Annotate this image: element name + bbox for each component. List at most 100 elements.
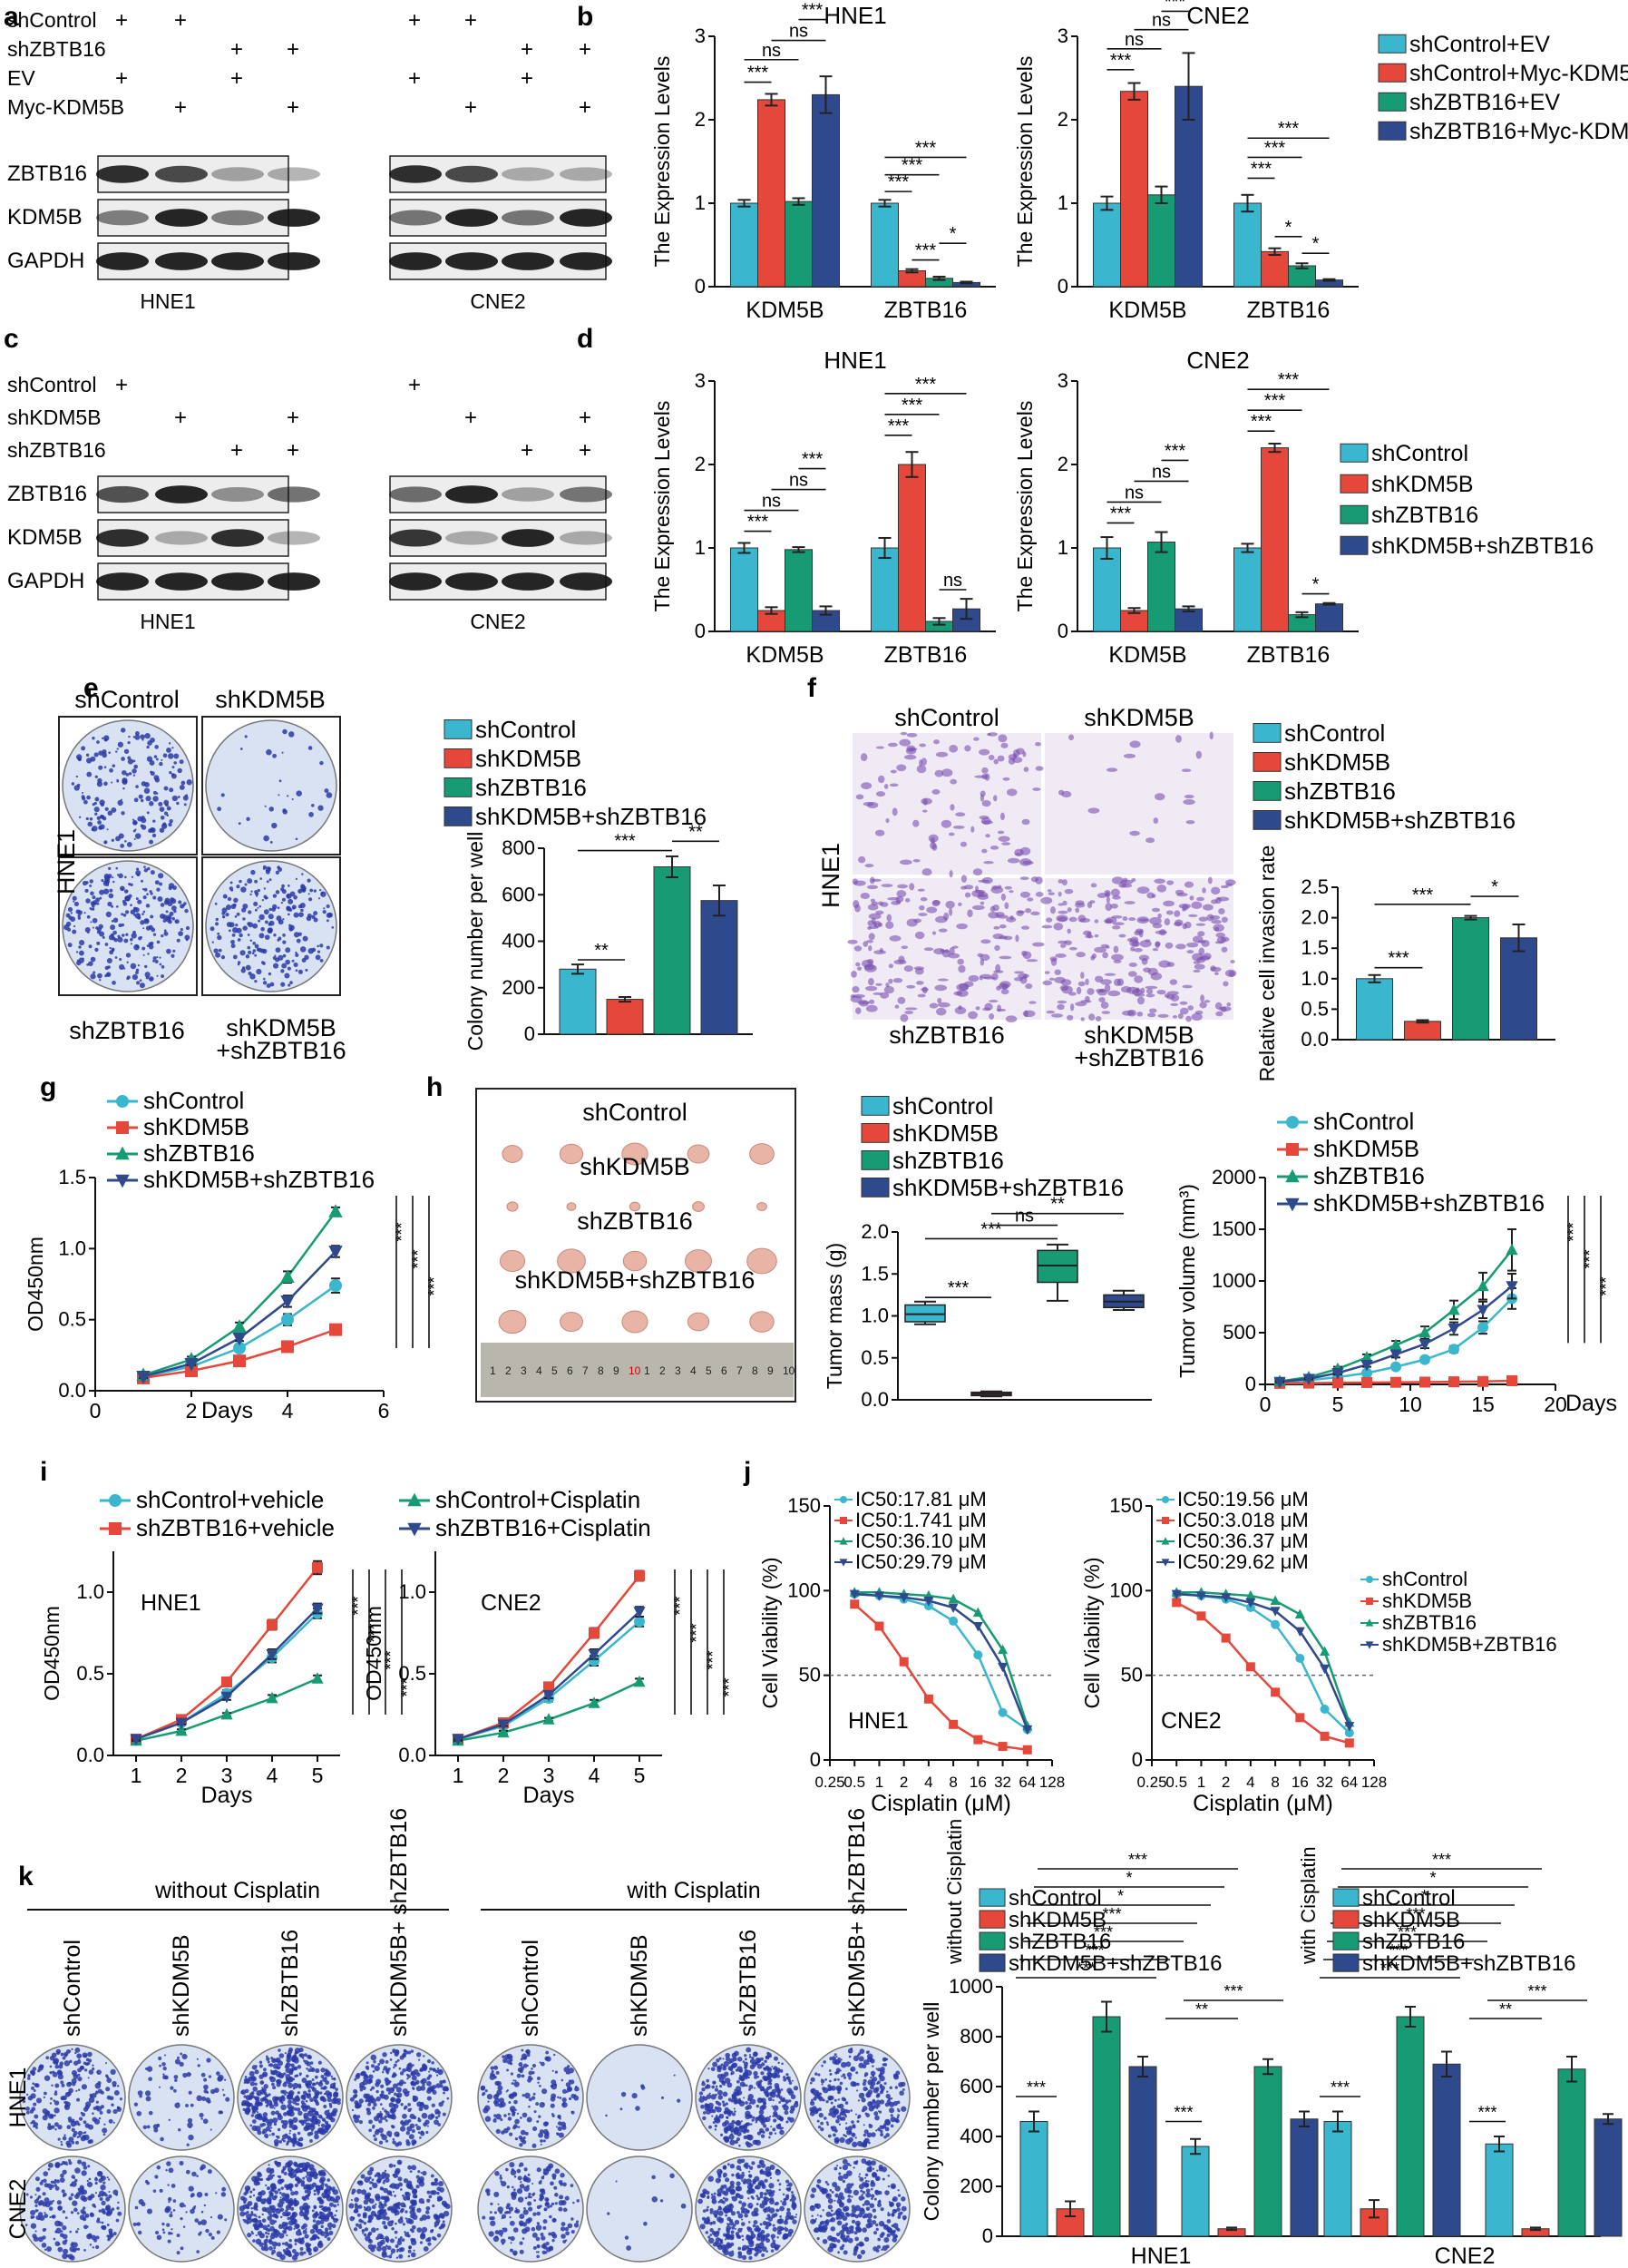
colony-dot <box>199 2112 204 2118</box>
invaded-cell <box>1166 991 1179 995</box>
colony-dot <box>108 893 114 899</box>
colony-dot <box>252 2086 258 2092</box>
colony-dot <box>238 822 241 826</box>
colony-dot <box>539 2061 541 2064</box>
x-tick-label: 2 <box>186 1399 198 1422</box>
colony-dot <box>124 875 127 879</box>
colony-dot <box>159 2064 161 2068</box>
colony-dot <box>331 2097 337 2105</box>
colony-dot <box>418 2058 421 2061</box>
colony-dot <box>140 824 144 828</box>
significance-label: *** <box>902 396 923 415</box>
colony-dot <box>506 2068 509 2072</box>
colony-dot <box>85 816 89 821</box>
colony-dot <box>503 2114 507 2117</box>
colony-dot <box>561 2078 564 2082</box>
invaded-cell <box>861 782 872 790</box>
colony-dot <box>785 2073 789 2077</box>
colony-dot <box>239 933 243 938</box>
invaded-cell <box>919 759 923 767</box>
y-tick-label: 50 <box>799 1664 821 1686</box>
colony-dot <box>203 2084 209 2090</box>
invaded-cell <box>996 914 1009 919</box>
colony-dot <box>738 2129 741 2132</box>
colony-dot <box>896 2100 901 2105</box>
significance-label: *** <box>1251 159 1272 179</box>
colony-dot <box>706 2104 710 2108</box>
colony-dot <box>148 2077 152 2082</box>
colony-dot <box>127 758 134 765</box>
colony-dot <box>67 2116 73 2121</box>
colony-dot <box>116 748 119 750</box>
colony-dot <box>98 765 103 770</box>
colony-dot <box>431 2103 435 2107</box>
colony-dot <box>293 932 300 938</box>
colony-dot <box>280 901 284 904</box>
significance-label: *** <box>1278 119 1300 139</box>
bar <box>1485 2143 1514 2237</box>
invaded-cell <box>1172 1015 1178 1019</box>
colony-dot <box>846 2072 853 2077</box>
colony-dot <box>174 920 177 923</box>
colony-dot <box>528 2105 531 2108</box>
colony-dot <box>281 2137 285 2141</box>
colony-dot <box>259 877 263 880</box>
colony-dot <box>203 2077 208 2082</box>
data-point <box>1361 1367 1372 1379</box>
data-point <box>221 1677 232 1687</box>
colony-dot <box>749 2098 756 2105</box>
colony-dot <box>117 936 123 943</box>
colony-dot <box>840 2061 847 2068</box>
colony-dot <box>746 2142 752 2148</box>
invaded-cell <box>1195 750 1203 759</box>
colony-dot <box>105 973 110 977</box>
invaded-cell <box>948 832 955 836</box>
colony-dot <box>62 2248 69 2254</box>
colony-dot <box>66 2142 73 2148</box>
colony-dot <box>266 2057 270 2061</box>
colony-dot <box>863 2124 865 2126</box>
colony-dot <box>174 919 180 924</box>
plus-mark: + <box>174 406 187 430</box>
culture-well <box>128 2156 235 2263</box>
colony-dot <box>848 2130 853 2135</box>
colony-dot <box>124 910 130 914</box>
western-blot-layer: shControl + + + +shZBTB16 + + + +EV + + + +Myc-KDM5B… <box>7 8 612 633</box>
invaded-cell <box>1223 981 1229 987</box>
invaded-cell <box>938 928 948 933</box>
colony-dot <box>292 2099 297 2105</box>
invaded-cell <box>1201 940 1210 947</box>
colony-dot <box>105 2087 111 2092</box>
x-tick-label: 3 <box>543 1764 555 1787</box>
bar <box>1147 194 1175 288</box>
legend-swatch <box>1378 92 1407 112</box>
colony-dot <box>251 952 255 955</box>
invaded-cell <box>858 855 866 864</box>
invaded-cell <box>970 826 975 833</box>
colony-dot <box>326 792 333 798</box>
column-label: +shZBTB16 <box>216 1037 346 1064</box>
colony-dot <box>35 2214 41 2221</box>
legend-label: shKDM5B <box>1371 472 1474 497</box>
colony-dot <box>128 882 132 886</box>
colony-dot <box>814 2107 819 2113</box>
colony-dot <box>745 2058 747 2061</box>
colony-dot <box>32 2216 34 2219</box>
legend-swatch <box>1340 504 1369 524</box>
ruler-number: 2 <box>659 1364 666 1377</box>
plus-mark: + <box>579 95 591 120</box>
invaded-cell <box>1059 943 1067 948</box>
colony-dot <box>262 867 266 870</box>
colony-dot <box>49 2070 53 2075</box>
data-point <box>109 1494 122 1507</box>
colony-dot <box>518 2062 523 2068</box>
colony-dot <box>423 2055 425 2058</box>
data-point <box>328 1246 343 1259</box>
colony-dot <box>320 2068 326 2073</box>
colony-dot <box>178 931 183 937</box>
invaded-cell <box>921 797 932 805</box>
colony-dot <box>251 2105 257 2110</box>
blot-band <box>155 531 208 545</box>
colony-dot <box>857 2052 862 2056</box>
colony-dot <box>767 2072 774 2078</box>
